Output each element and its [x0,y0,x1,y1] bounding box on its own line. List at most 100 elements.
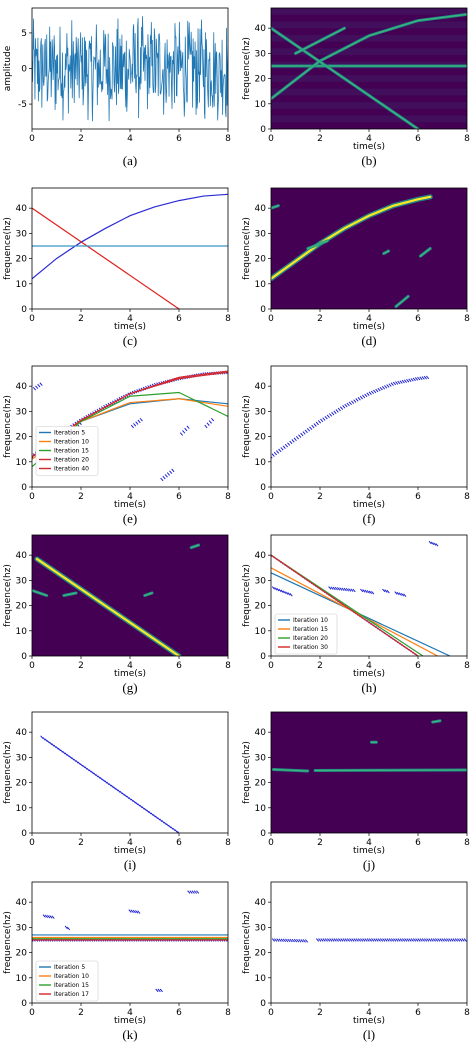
legend-label: Iteration 30 [293,644,328,651]
y-tick-label: 40 [16,728,28,738]
x-tick-label: 4 [127,838,133,848]
heatmap-texture-band [271,88,467,96]
scatter-point [162,475,166,480]
scatter-point [128,797,132,801]
scatter-point [428,540,432,545]
scatter-point [47,914,51,919]
scatter-point [397,938,401,942]
scatter-point [377,938,381,942]
chart-panel-b: 0 2 4 6 8 0 10 20 30 40 time(s) frequence(hz) (b) [242,7,470,168]
scatter-point [425,375,430,380]
ridge-line [395,295,409,308]
scatter-point [419,376,423,380]
scatter-point [95,773,99,778]
legend-label: Iteration 10 [54,439,89,446]
scatter-point [182,430,186,434]
scatter-point [344,938,348,942]
scatter-point [282,590,287,594]
scatter-point [51,743,55,747]
heatmap-ridges [271,12,467,129]
scatter-point [51,915,55,919]
scatter-point [330,586,334,590]
scatter-point [282,938,287,943]
scatter-point [287,938,291,943]
scatter-point [161,820,165,824]
y-tick-label: 20 [255,779,267,789]
x-tick-label: 0 [29,1008,35,1018]
scatter-point [296,938,300,943]
scatter-point [384,589,388,593]
panel-caption: (k) [122,1027,137,1042]
scatter-point [432,938,436,942]
scatter-point [285,591,289,595]
ridge-line [383,250,390,255]
legend-label: Iteration 10 [293,617,328,624]
panel-caption: (g) [122,680,137,695]
scatter-point [126,795,130,799]
scatter-point [379,386,383,391]
scatter-point [400,592,405,597]
scatter-point [345,588,350,592]
scatter-point [368,938,373,942]
heatmap-background [271,188,467,309]
scatter-point [271,453,275,457]
y-tick-label: 40 [255,551,267,561]
scatter-point [208,420,212,424]
ridge-line [32,589,48,597]
y-axis-label: amplitude [3,45,13,91]
scatter-point [441,938,445,942]
ridge-line [307,240,329,250]
scatter-point [320,418,324,423]
scatter-point [46,740,50,744]
x-tick-label: 0 [29,314,35,324]
scatter-point [302,431,306,435]
scatter-point [300,939,304,943]
x-tick-label: 8 [464,1008,470,1018]
scatter-point [101,778,106,783]
scatter-point [410,938,414,942]
chart-panel-k: Iteration 5 Iteration 10 Iteration 15 Itera… [3,881,231,1042]
x-axis-label: time(s) [353,142,385,152]
scatter-point [75,760,79,764]
scatter-point [430,938,434,942]
scatter-point [271,938,276,942]
y-axis-label: frequence(hz) [3,911,13,974]
scatter-point [350,588,354,592]
scatter-point [90,770,95,775]
scatter-point [352,588,356,593]
x-tick-label: 2 [78,314,84,324]
x-tick-label: 4 [127,314,133,324]
y-tick-label: 0 [21,483,27,493]
scatter-point [424,938,428,942]
x-tick-label: 4 [366,134,372,144]
x-tick-label: 8 [464,134,470,144]
scatter-point [428,938,432,942]
scatter-point [443,938,448,942]
scatter-point [406,938,410,942]
scatter-point [412,377,416,382]
scatter-point [298,434,302,438]
panel-caption: (l) [363,1027,375,1042]
x-tick-label: 8 [464,838,470,848]
scatter-point [430,541,435,546]
y-tick-label: 40 [255,728,267,738]
scatter-point [340,938,344,942]
scatter-point [42,914,46,918]
panel-caption: (f) [363,511,376,526]
scatter-point [315,938,320,942]
scatter-point [148,810,152,815]
scatter-point [128,909,132,913]
y-tick-label: 10 [255,974,267,984]
scatter-point [452,938,456,942]
scatter-point [322,417,326,421]
scatter-point [360,938,364,942]
scatter-point [318,938,322,942]
chart-panel-e: Iteration 5 Iteration 10 Iteration 15 Itera… [3,365,231,526]
y-tick-label: 0 [260,652,266,662]
scatter-point [355,938,359,942]
y-tick-label: 0 [21,999,27,1009]
y-tick-label: 30 [16,229,28,239]
scatter-point [135,910,139,914]
scatter-point [435,938,439,942]
